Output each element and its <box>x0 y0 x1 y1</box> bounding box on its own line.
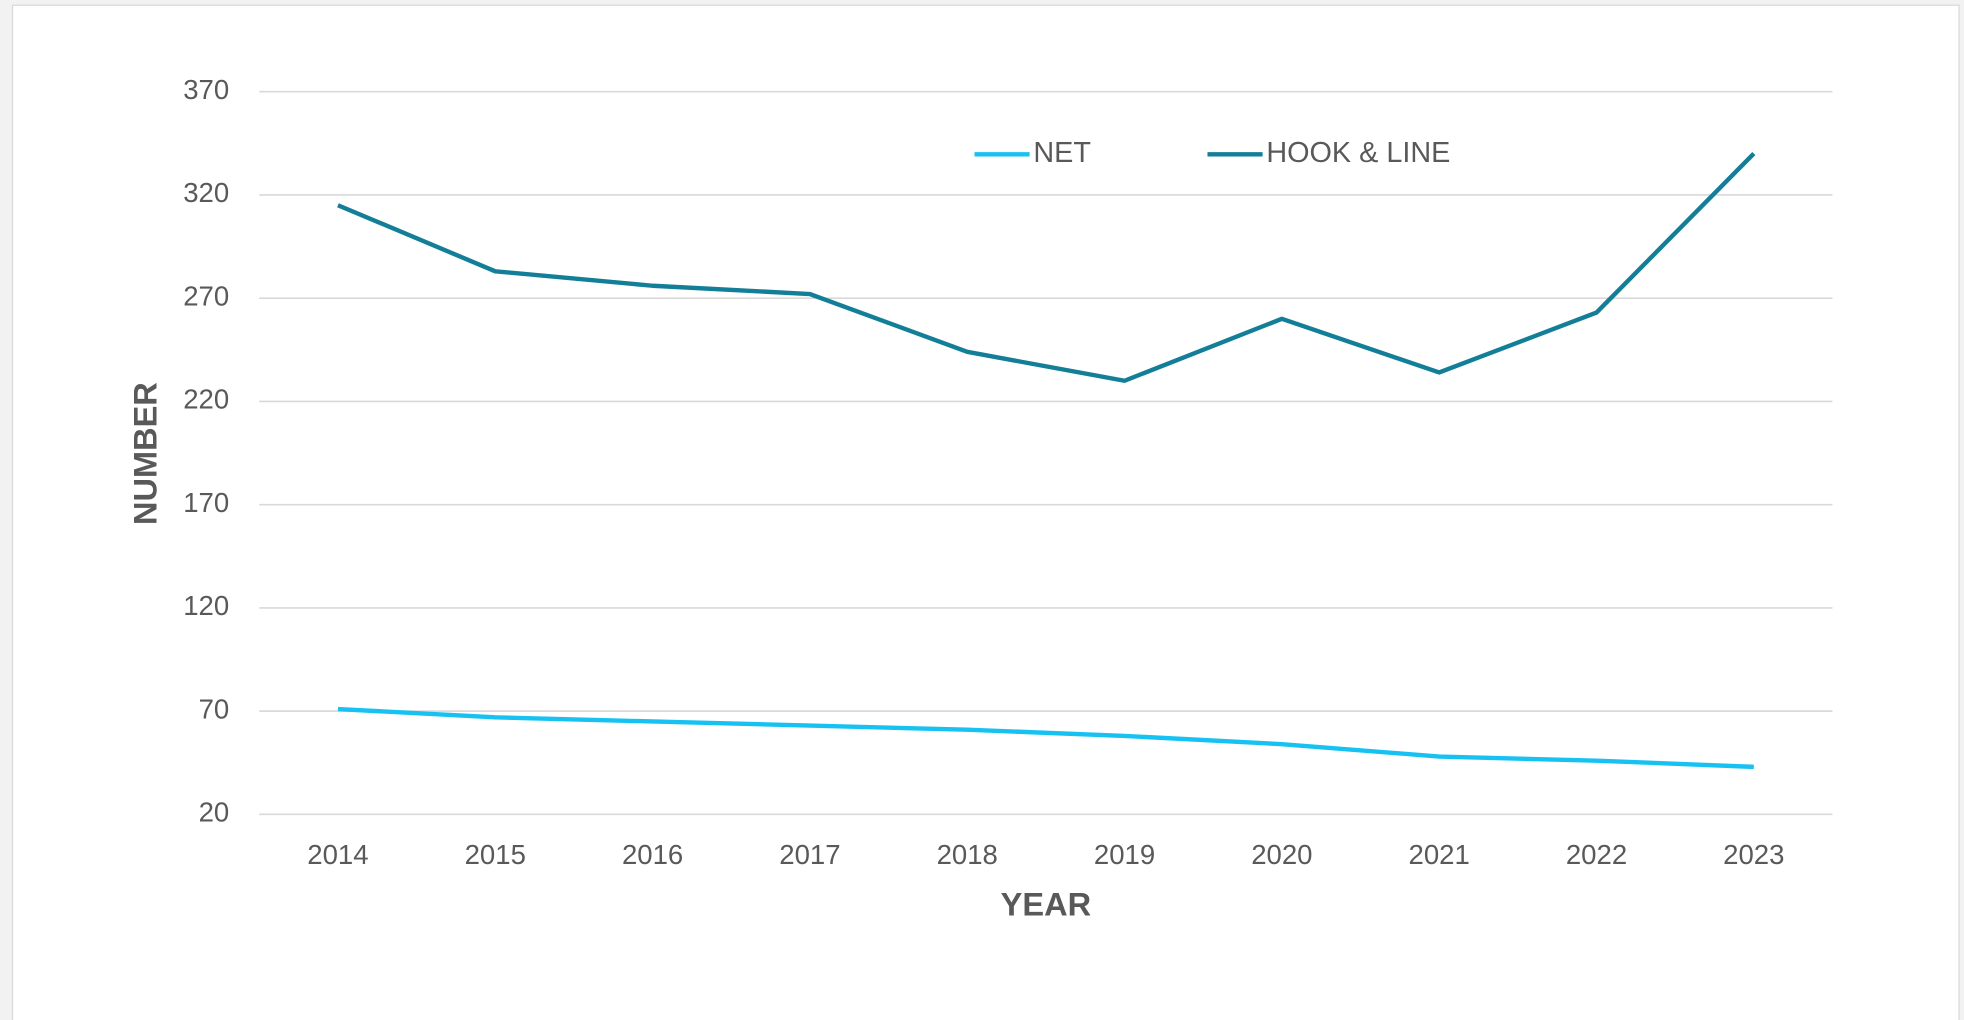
x-tick-label: 2018 <box>937 839 998 870</box>
legend-label: NET <box>1033 137 1091 169</box>
legend-label: HOOK & LINE <box>1266 137 1450 169</box>
series-line <box>337 152 1756 383</box>
y-tick-label: 20 <box>199 797 230 828</box>
x-tick-label: 2019 <box>1094 839 1155 870</box>
y-tick-label: 170 <box>183 487 229 518</box>
plot <box>337 152 1756 770</box>
x-tick-label: 2016 <box>622 839 683 870</box>
x-axis-title: YEAR <box>1001 887 1091 923</box>
chart-area <box>11 4 1960 1020</box>
series-line <box>337 706 1754 770</box>
x-tick-label: 2021 <box>1409 839 1470 870</box>
y-tick-label: 370 <box>183 74 229 105</box>
x-tick-label: 2017 <box>779 839 840 870</box>
y-tick-label: 270 <box>183 280 229 311</box>
y-tick-label: 220 <box>183 384 229 415</box>
y-tick-label: 120 <box>183 590 229 621</box>
grid <box>259 90 1833 816</box>
y-axis-title: NUMBER <box>127 382 163 525</box>
x-tick-label: 2023 <box>1723 839 1784 870</box>
x-tick-label: 2022 <box>1566 839 1627 870</box>
x-tick-label: 2020 <box>1251 839 1312 870</box>
x-tick-label: 2014 <box>307 839 368 870</box>
y-tick-label: 320 <box>183 177 229 208</box>
x-tick-label: 2015 <box>465 839 526 870</box>
y-tick-label: 70 <box>199 693 230 724</box>
